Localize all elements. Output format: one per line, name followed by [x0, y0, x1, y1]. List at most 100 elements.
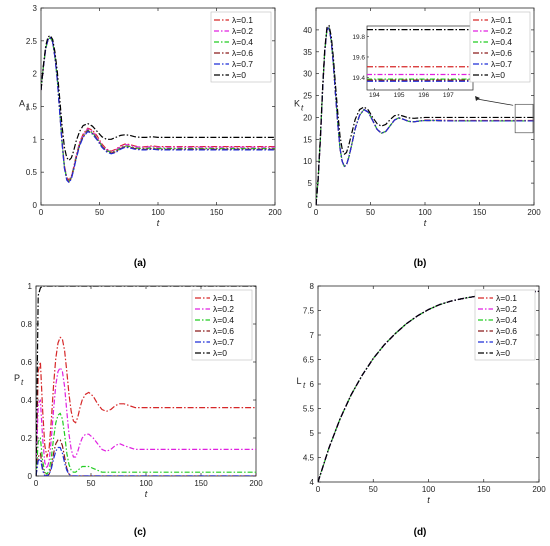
- legend-entry-lambda-0p6: λ=0.6: [232, 48, 253, 58]
- y-tick-label: 5: [308, 179, 313, 188]
- y-tick-label: 2: [33, 70, 38, 79]
- x-tick-label: 200: [527, 208, 541, 217]
- y-tick-label: 0.2: [21, 434, 33, 443]
- inset-x-tick-label: 196: [418, 92, 429, 99]
- x-tick-label: 100: [422, 485, 436, 494]
- inset-y-tick-label: 19.4: [352, 75, 365, 82]
- legend: λ=0.1λ=0.2λ=0.4λ=0.6λ=0.7λ=0: [191, 289, 253, 361]
- caption-c: (c): [134, 527, 146, 538]
- x-tick-label: 200: [268, 208, 282, 217]
- x-tick-label: 200: [532, 485, 546, 494]
- legend-entry-lambda-0p1: λ=0.1: [232, 15, 253, 25]
- y-axis-label: P: [14, 373, 20, 383]
- x-tick-label: 0: [34, 479, 39, 488]
- y-tick-label: 20: [303, 113, 312, 122]
- x-axis-label: t: [145, 489, 148, 499]
- y-axis-label: K: [294, 99, 300, 109]
- legend-box: [191, 289, 253, 361]
- zoom-inset: 194 195 196 197 19.4 19.6 19.8: [352, 25, 534, 134]
- legend-entry-lambda-0p1: λ=0.1: [213, 293, 234, 303]
- x-tick-label: 50: [95, 208, 104, 217]
- series-line-lambda-0p1: [36, 336, 256, 476]
- x-axis-label: t: [427, 495, 430, 505]
- legend-entry-lambda-0p7: λ=0.7: [232, 59, 253, 69]
- legend: λ=0.1λ=0.2λ=0.4λ=0.6λ=0.7λ=0: [210, 11, 272, 83]
- y-tick-label: 0.4: [21, 396, 33, 405]
- legend-entry-lambda-0p4: λ=0.4: [491, 37, 512, 47]
- legend-entry-lambda-0: λ=0: [496, 348, 510, 358]
- inset-y-tick-label: 19.6: [352, 54, 365, 61]
- y-tick-label: 0.6: [21, 358, 33, 367]
- series-line-lambda-0p2: [36, 367, 256, 476]
- zoom-arrow-head: [475, 96, 480, 101]
- legend-entry-lambda-0p7: λ=0.7: [491, 59, 512, 69]
- y-axis-label-subscript: t: [26, 104, 29, 113]
- y-tick-label: 1.5: [26, 103, 38, 112]
- y-tick-label: 1: [33, 135, 38, 144]
- series-line-lambda-0p7: [316, 27, 534, 205]
- inset-x-tick-label: 197: [443, 92, 454, 99]
- y-tick-label: 0: [28, 472, 33, 481]
- series-line-lambda-0: [318, 290, 539, 482]
- series-lines: [41, 34, 275, 184]
- x-tick-label: 0: [314, 208, 319, 217]
- y-tick-label: 25: [303, 92, 312, 101]
- y-tick-label: 10: [303, 157, 312, 166]
- y-tick-label: 0.8: [21, 320, 33, 329]
- legend-entry-lambda-0p2: λ=0.2: [496, 304, 517, 314]
- caption-d: (d): [414, 527, 427, 538]
- y-axis-label-subscript: t: [303, 381, 306, 390]
- y-tick-label: 5.5: [303, 405, 315, 414]
- legend-entry-lambda-0: λ=0: [232, 70, 246, 80]
- x-tick-label: 100: [418, 208, 432, 217]
- x-tick-label: 150: [477, 485, 491, 494]
- legend-entry-lambda-0p7: λ=0.7: [213, 337, 234, 347]
- y-tick-label: 4: [310, 478, 315, 487]
- y-tick-label: 5: [310, 429, 315, 438]
- legend-entry-lambda-0p4: λ=0.4: [496, 315, 517, 325]
- series-line-lambda-0: [316, 24, 534, 205]
- y-tick-label: 0.5: [26, 168, 38, 177]
- y-tick-label: 8: [310, 282, 315, 291]
- x-tick-label: 0: [316, 485, 321, 494]
- legend-entry-lambda-0p1: λ=0.1: [496, 293, 517, 303]
- y-tick-label: 40: [303, 26, 312, 35]
- legend: λ=0.1λ=0.2λ=0.4λ=0.6λ=0.7λ=0: [469, 11, 531, 83]
- caption-b: (b): [414, 258, 427, 269]
- x-tick-label: 150: [473, 208, 487, 217]
- x-tick-label: 100: [139, 479, 153, 488]
- series-lines: [316, 24, 534, 205]
- inset-x-tick-label: 195: [394, 92, 405, 99]
- x-tick-label: 50: [369, 485, 378, 494]
- x-tick-label: 50: [366, 208, 375, 217]
- legend-entry-lambda-0p1: λ=0.1: [491, 15, 512, 25]
- x-tick-label: 50: [87, 479, 96, 488]
- x-tick-label: 150: [210, 208, 224, 217]
- y-tick-label: 1: [28, 282, 33, 291]
- zoom-region-box: [514, 103, 534, 134]
- legend-box: [210, 11, 272, 83]
- y-tick-label: 0: [308, 201, 313, 210]
- y-tick-label: 3: [33, 4, 38, 13]
- y-tick-label: 2.5: [26, 37, 38, 46]
- legend: λ=0.1λ=0.2λ=0.4λ=0.6λ=0.7λ=0: [474, 289, 536, 361]
- y-tick-label: 35: [303, 48, 312, 57]
- x-axis-label: t: [157, 218, 160, 228]
- series-line-lambda-0: [41, 34, 275, 161]
- y-tick-label: 0: [33, 201, 38, 210]
- caption-a: (a): [134, 258, 146, 269]
- legend-entry-lambda-0p2: λ=0.2: [491, 26, 512, 36]
- x-tick-label: 200: [249, 479, 263, 488]
- legend-entry-lambda-0p4: λ=0.4: [213, 315, 234, 325]
- x-tick-label: 150: [194, 479, 208, 488]
- legend-entry-lambda-0p6: λ=0.6: [496, 326, 517, 336]
- y-axis-label: L: [296, 376, 301, 386]
- zoom-arrow: [476, 98, 514, 106]
- y-tick-label: 30: [303, 70, 312, 79]
- y-axis-label-subscript: t: [21, 378, 24, 387]
- legend-entry-lambda-0p4: λ=0.4: [232, 37, 253, 47]
